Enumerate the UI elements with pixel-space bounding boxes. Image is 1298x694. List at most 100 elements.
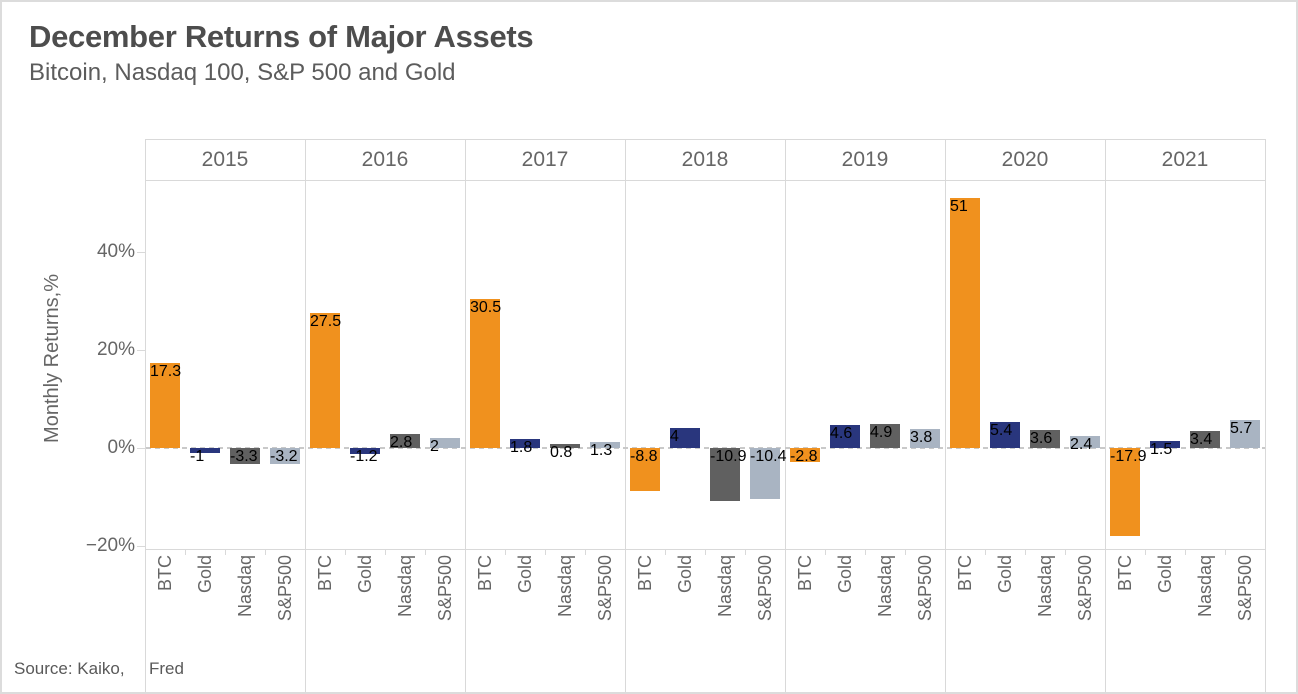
x-minor-tick <box>1065 549 1066 555</box>
bar-2015-sp500: -3.2 <box>270 448 300 465</box>
x-minor-tick <box>345 549 346 555</box>
x-category-label-gold: Gold <box>355 555 375 594</box>
y-tick-label: 20% <box>96 339 135 360</box>
year-label-2017: 2017 <box>521 148 569 171</box>
x-minor-tick <box>385 549 386 555</box>
bar-2015-nasdaq: -3.3 <box>230 448 260 465</box>
x-minor-tick <box>825 549 826 555</box>
bar-2017-sp500: 1.3 <box>590 441 620 459</box>
x-category-label-nasdaq: Nasdaq <box>1195 555 1215 618</box>
x-category-label-sp500: S&P500 <box>915 555 935 622</box>
bar-2015-gold: -1 <box>190 448 220 465</box>
x-category-label-btc: BTC <box>635 555 655 591</box>
y-tick-label: 40% <box>96 241 135 262</box>
x-category-label-btc: BTC <box>795 555 815 591</box>
x-category-label-gold: Gold <box>1155 555 1175 594</box>
x-category-label-nasdaq: Nasdaq <box>1035 555 1055 618</box>
x-category-label-btc: BTC <box>955 555 975 591</box>
y-tick-mark <box>137 252 145 253</box>
x-category-label-gold: Gold <box>995 555 1015 594</box>
bar-2018-btc: -8.8 <box>630 448 660 492</box>
y-tick-mark <box>137 448 145 449</box>
bar-2018-gold: 4 <box>670 428 700 448</box>
plot-top-line <box>145 180 1265 181</box>
x-category-label-btc: BTC <box>315 555 335 591</box>
bar-2019-gold: 4.6 <box>830 425 860 448</box>
bar-2021-sp500: 5.7 <box>1230 420 1260 448</box>
zero-baseline <box>146 447 1265 449</box>
bar-2017-gold: 1.8 <box>510 439 540 456</box>
bar-2020-btc: 51 <box>950 198 980 448</box>
y-tick-mark <box>137 350 145 351</box>
bar-2019-nasdaq: 4.9 <box>870 423 900 448</box>
bar-2016-gold: -1.2 <box>350 448 380 465</box>
bar-2018-sp500: -10.4 <box>750 448 786 499</box>
x-category-label-sp500: S&P500 <box>755 555 775 622</box>
bar-2019-btc: -2.8 <box>790 448 820 465</box>
y-tick-label: 0% <box>107 437 135 458</box>
x-category-label-nasdaq: Nasdaq <box>875 555 895 618</box>
x-category-label-btc: BTC <box>475 555 495 591</box>
year-label-2018: 2018 <box>681 148 729 171</box>
x-category-label-sp500: S&P500 <box>1075 555 1095 622</box>
chart-title: December Returns of Major Assets <box>29 19 534 54</box>
panel-divider <box>625 139 626 692</box>
x-minor-tick <box>545 549 546 555</box>
panel-divider <box>465 139 466 692</box>
bar-2021-gold: 1.5 <box>1150 440 1180 458</box>
x-category-label-nasdaq: Nasdaq <box>715 555 735 618</box>
bar-2021-nasdaq: 3.4 <box>1190 431 1220 448</box>
bar-2015-btc: 17.3 <box>150 363 181 448</box>
panel-divider <box>1265 139 1266 692</box>
x-category-label-gold: Gold <box>675 555 695 594</box>
source-note-value: Fred <box>149 659 184 678</box>
year-band-top-line <box>145 139 1265 140</box>
x-minor-tick <box>665 549 666 555</box>
x-category-label-sp500: S&P500 <box>275 555 295 622</box>
x-category-label-btc: BTC <box>1115 555 1135 591</box>
bar-2017-btc: 30.5 <box>470 298 501 448</box>
x-minor-tick <box>225 549 226 555</box>
bar-2020-nasdaq: 3.6 <box>1030 430 1060 448</box>
bar-2019-sp500: 3.8 <box>910 429 940 448</box>
x-category-label-gold: Gold <box>515 555 535 594</box>
x-minor-tick <box>185 549 186 555</box>
bar-2016-btc: 27.5 <box>310 313 341 448</box>
year-label-2021: 2021 <box>1161 148 1209 171</box>
x-category-label-gold: Gold <box>835 555 855 594</box>
bar-2021-btc: -17.9 <box>1110 448 1146 536</box>
bar-2016-sp500: 2 <box>430 438 460 455</box>
x-category-label-btc: BTC <box>155 555 175 591</box>
x-minor-tick <box>1225 549 1226 555</box>
bar-2017-nasdaq: 0.8 <box>550 444 580 461</box>
year-label-2020: 2020 <box>1001 148 1049 171</box>
x-minor-tick <box>505 549 506 555</box>
year-label-2016: 2016 <box>361 148 409 171</box>
x-minor-tick <box>1025 549 1026 555</box>
year-label-2019: 2019 <box>841 148 889 171</box>
x-minor-tick <box>705 549 706 555</box>
x-category-label-sp500: S&P500 <box>595 555 615 622</box>
bar-2018-nasdaq: -10.9 <box>710 448 746 502</box>
x-category-label-sp500: S&P500 <box>435 555 455 622</box>
panel-divider <box>1105 139 1106 692</box>
year-label-2015: 2015 <box>201 148 249 171</box>
x-category-label-nasdaq: Nasdaq <box>235 555 255 618</box>
x-minor-tick <box>745 549 746 555</box>
source-note-label: Source: Kaiko, <box>14 659 125 678</box>
x-minor-tick <box>425 549 426 555</box>
x-category-label-nasdaq: Nasdaq <box>555 555 575 618</box>
x-category-label-gold: Gold <box>195 555 215 594</box>
x-minor-tick <box>905 549 906 555</box>
y-tick-label: −20% <box>85 535 135 556</box>
x-category-label-nasdaq: Nasdaq <box>395 555 415 618</box>
x-minor-tick <box>265 549 266 555</box>
bar-2020-gold: 5.4 <box>990 421 1020 448</box>
bar-2020-sp500: 2.4 <box>1070 436 1100 453</box>
x-minor-tick <box>985 549 986 555</box>
chart-subtitle: Bitcoin, Nasdaq 100, S&P 500 and Gold <box>29 59 456 86</box>
panel-divider <box>785 139 786 692</box>
x-minor-tick <box>1185 549 1186 555</box>
bar-2016-nasdaq: 2.8 <box>390 434 420 451</box>
